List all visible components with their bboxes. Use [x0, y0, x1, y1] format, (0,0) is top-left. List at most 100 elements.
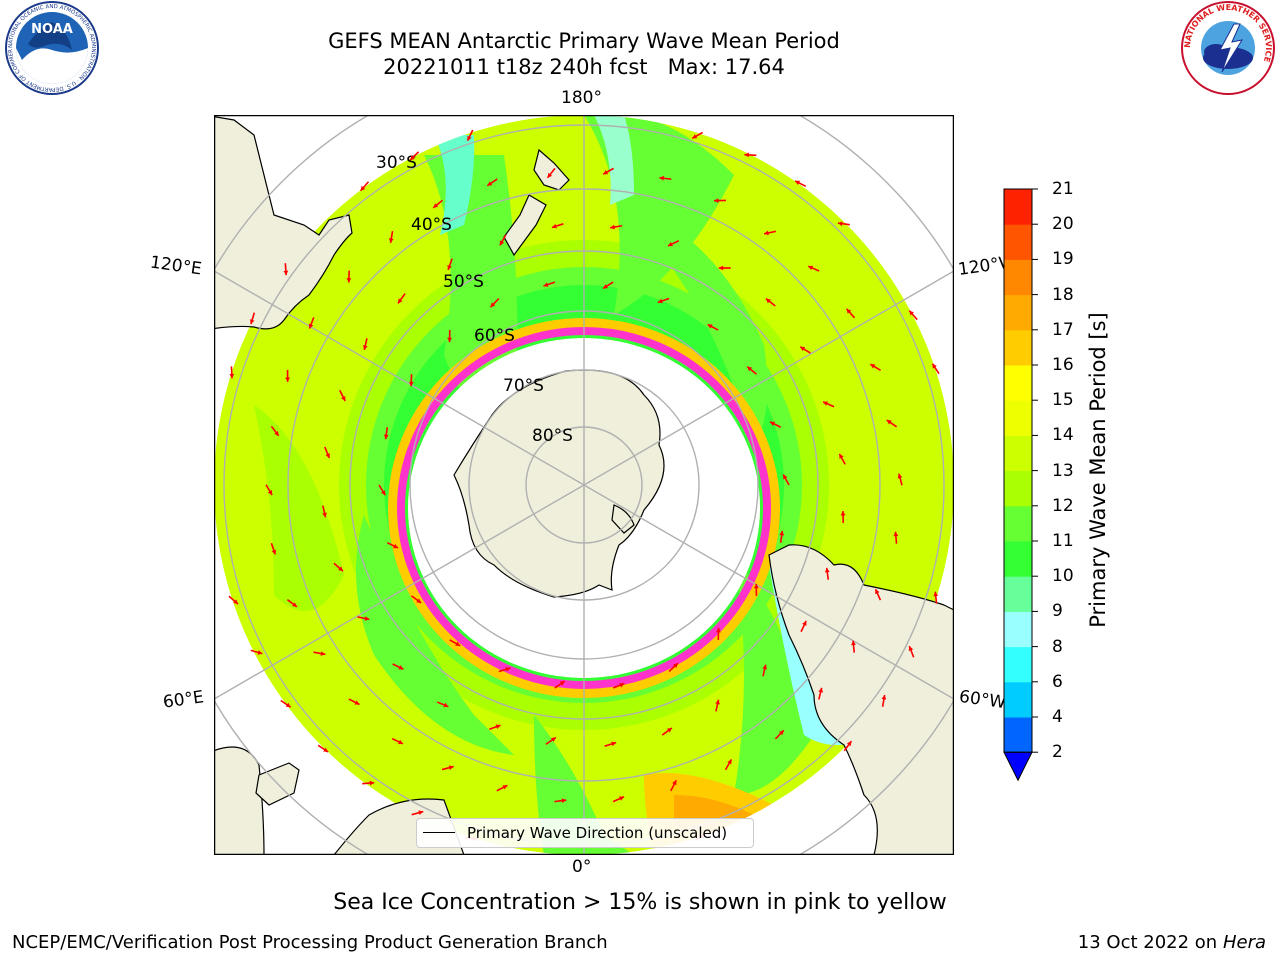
- wave-arrow-head: [323, 747, 329, 753]
- wave-arrow-head: [364, 616, 370, 621]
- wave-arrow-head: [769, 421, 775, 426]
- wave-arrow-head: [499, 240, 505, 246]
- wave-direction-arrows: [228, 129, 940, 841]
- colorbar-tick-label: 15: [1052, 390, 1074, 411]
- date-text: 13 Oct 2022 on Hera: [1078, 932, 1266, 953]
- wave-arrow-head: [271, 549, 277, 555]
- colorbar-tick-label: 6: [1052, 671, 1063, 692]
- legend-label: Primary Wave Direction (unscaled): [467, 824, 728, 842]
- wave-arrow-head: [341, 395, 346, 401]
- colorbar-tick-label: 8: [1052, 636, 1063, 657]
- lat-label-80: 80°S: [532, 426, 573, 446]
- credit-text: NCEP/EMC/Verification Post Processing Pr…: [12, 932, 608, 953]
- wave-arrow-head: [380, 490, 386, 496]
- wave-arrow-head: [933, 591, 939, 597]
- legend-line-icon: [423, 832, 455, 833]
- wave-arrow-head: [909, 310, 914, 316]
- machine-name: Hera: [1222, 932, 1266, 953]
- wave-arrow-head: [753, 583, 759, 589]
- wave-arrow-head: [505, 667, 511, 672]
- wave-arrow-head: [267, 490, 273, 496]
- colorbar-tick-label: 13: [1052, 460, 1074, 481]
- wave-arrow-head: [455, 641, 461, 646]
- colorbar-segment: [1004, 470, 1032, 507]
- colorbar-segment: [1004, 329, 1032, 366]
- wave-arrow-head: [875, 589, 880, 595]
- wave-arrow-head: [611, 741, 617, 747]
- wave-arrow-head: [779, 730, 784, 736]
- wave-arrow-head: [783, 474, 788, 480]
- lon-label-0: 0°: [572, 857, 592, 877]
- wave-arrow-head: [283, 270, 289, 276]
- land-masses: [214, 116, 954, 855]
- wave-arrow-head: [447, 265, 452, 270]
- colorbar-tick-label: 12: [1052, 495, 1074, 516]
- latitude-labels: 30°S 40°S 50°S 60°S 70°S 80°S: [376, 153, 573, 446]
- wave-arrow-head: [559, 681, 565, 686]
- wave-arrow-head: [764, 230, 769, 236]
- colorbar-title: Primary Wave Mean Period [s]: [1086, 312, 1110, 628]
- colorbar-tick-label: 19: [1052, 249, 1074, 270]
- wave-arrow-head: [551, 223, 557, 229]
- wave-arrow-head: [846, 308, 852, 314]
- colorbar-extend-arrow: [1003, 751, 1033, 782]
- wave-arrow-head: [550, 737, 556, 742]
- wave-arrow-head: [818, 687, 823, 693]
- colorbar-segment: [1004, 189, 1032, 225]
- wave-arrow-head: [257, 650, 263, 655]
- wave-arrow-head: [495, 724, 501, 729]
- wave-arrow-head: [666, 727, 672, 733]
- lat-label-60: 60°S: [474, 326, 515, 346]
- lon-label-60e: 60°E: [161, 687, 206, 713]
- wave-arrow-head: [325, 453, 330, 459]
- colorbar-tick-label: 21: [1052, 179, 1074, 199]
- wave-arrow-head: [851, 640, 856, 646]
- colorbar-segment: [1004, 576, 1032, 612]
- colorbar-segment: [1004, 435, 1032, 472]
- wave-arrow-head: [672, 780, 677, 786]
- lat-label-50: 50°S: [443, 272, 484, 292]
- wave-arrow-head: [823, 401, 829, 406]
- wave-arrow-head: [846, 741, 852, 747]
- wave-arrow-head: [397, 298, 403, 304]
- wave-arrow-head: [322, 512, 327, 518]
- nws-logo: NATIONAL WEATHER SERVICE: [1181, 1, 1275, 95]
- wave-arrow-head: [448, 765, 454, 770]
- wave-arrow-head: [285, 377, 290, 382]
- lon-label-180: 180°: [561, 88, 602, 108]
- wave-arrow-head: [897, 473, 903, 479]
- colorbar-tick-label: 2: [1052, 742, 1063, 763]
- wave-arrow-head: [383, 434, 389, 440]
- wave-arrow-head: [346, 278, 352, 283]
- wave-arrow-head: [667, 241, 673, 247]
- wave-arrow-head: [707, 324, 713, 329]
- wave-arrow-head: [274, 430, 279, 436]
- wave-arrow-head: [800, 346, 806, 352]
- wave-arrow-head: [398, 665, 404, 670]
- colorbar-segment: [1004, 541, 1032, 577]
- wave-arrow-head: [619, 796, 625, 801]
- wave-arrow-head: [727, 759, 732, 765]
- wave-arrow-head: [467, 135, 472, 141]
- wave-arrow-head: [408, 381, 414, 387]
- wave-arrow-head: [418, 810, 424, 816]
- wave-arrow-head: [285, 702, 291, 708]
- wave-arrow-head: [443, 702, 449, 708]
- wave-arrow-head: [354, 700, 360, 705]
- wave-arrow-head: [619, 682, 625, 688]
- wave-arrow-head: [447, 337, 453, 343]
- colorbar-tick-label: 20: [1052, 214, 1074, 235]
- colorbar-tick-label: 10: [1052, 566, 1074, 587]
- colorbar-segment: [1004, 505, 1032, 542]
- wave-arrow-head: [765, 298, 771, 304]
- wave-arrow-head: [747, 366, 753, 372]
- wave-arrow-head: [718, 265, 724, 271]
- noaa-logo-text: NOAA: [31, 22, 73, 37]
- wave-arrow-head: [410, 155, 415, 161]
- colorbar-tick-label: 17: [1052, 319, 1074, 340]
- wave-arrow-head: [433, 203, 439, 208]
- colorbar-tick-label: 18: [1052, 284, 1074, 305]
- wave-arrow-head: [870, 364, 876, 369]
- wave-arrow-head: [840, 511, 846, 516]
- colorbar-segment: [1004, 646, 1032, 683]
